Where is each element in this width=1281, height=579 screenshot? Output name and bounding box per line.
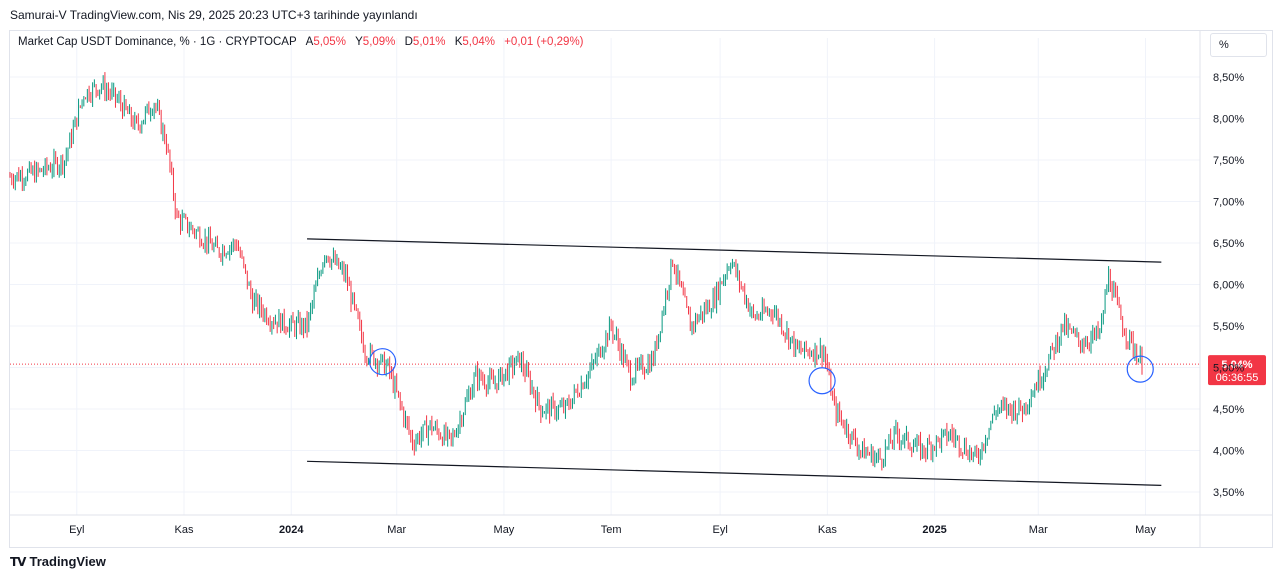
last-price-value: 5,04%: [1221, 359, 1252, 371]
x-tick-label: Kas: [175, 524, 194, 536]
y-tick-label: 6,00%: [1213, 280, 1244, 292]
grid: [10, 38, 1200, 515]
legend-close-label: K: [454, 36, 463, 48]
highlight-circle: [369, 348, 397, 376]
highlight-circle: [808, 367, 836, 395]
tradingview-brand-text: TradingView: [29, 554, 106, 569]
x-tick-label: Mar: [1029, 524, 1048, 536]
chart-legend: Market Cap USDT Dominance, % · 1G · CRYP…: [18, 36, 584, 48]
legend-close-value: 5,04%: [462, 36, 496, 48]
y-tick-label: 5,00%: [1213, 363, 1244, 375]
legend-low-value: 5,01%: [412, 36, 446, 48]
x-tick-label: Tem: [601, 524, 622, 536]
y-tick-label: 3,50%: [1213, 487, 1244, 499]
candles: [9, 72, 1143, 471]
trendline: [307, 238, 1162, 263]
last-price-badge: [1208, 355, 1266, 386]
y-tick-label: 7,00%: [1213, 197, 1244, 209]
axes: 8,50% 8,00% 7,50% 7,00% 6,50% 6,00% 5,50% 5,00%…: [9, 30, 1273, 548]
y-tick-label: 8,00%: [1213, 114, 1244, 126]
y-tick-label: 4,50%: [1213, 404, 1244, 416]
legend-open-value: 5,05%: [313, 36, 346, 48]
unit-toggle-button[interactable]: %: [1210, 33, 1267, 57]
y-tick-label: 5,50%: [1213, 321, 1244, 333]
x-tick-label: Eyl: [69, 524, 84, 536]
legend-open-label: A: [305, 36, 314, 48]
y-tick-label: 7,50%: [1213, 155, 1244, 167]
x-tick-label: 2025: [922, 524, 946, 536]
x-tick-label: Eyl: [712, 524, 727, 536]
legend-high-label: Y: [355, 36, 363, 48]
highlight-circle: [1126, 355, 1154, 383]
x-tick-label: May: [494, 524, 515, 536]
x-tick-label: Mar: [387, 524, 406, 536]
legend-change: +0,01 (+0,29%): [504, 36, 584, 48]
y-tick-label: 4,00%: [1213, 446, 1244, 458]
trendline: [307, 460, 1162, 486]
tradingview-logo-icon: 𝗧𝗩: [10, 554, 27, 569]
drawings: 5,04%06:36:55: [10, 238, 1266, 486]
legend-high-value: 5,09%: [362, 36, 396, 48]
y-tick-label: 8,50%: [1213, 72, 1244, 84]
legend-low-label: D: [404, 36, 413, 48]
tradingview-logo[interactable]: 𝗧𝗩 TradingView: [10, 554, 106, 569]
y-tick-label: 6,50%: [1213, 238, 1244, 250]
legend-symbol: Market Cap USDT Dominance, % · 1G · CRYP…: [18, 36, 297, 48]
published-by-text: Samurai-V TradingView.com, Nis 29, 2025 …: [10, 8, 418, 22]
chart-frame: [9, 30, 1273, 548]
x-tick-label: Kas: [818, 524, 837, 536]
x-tick-label: 2024: [279, 524, 304, 536]
x-tick-label: May: [1135, 524, 1156, 536]
candle-countdown: 06:36:55: [1216, 372, 1259, 384]
